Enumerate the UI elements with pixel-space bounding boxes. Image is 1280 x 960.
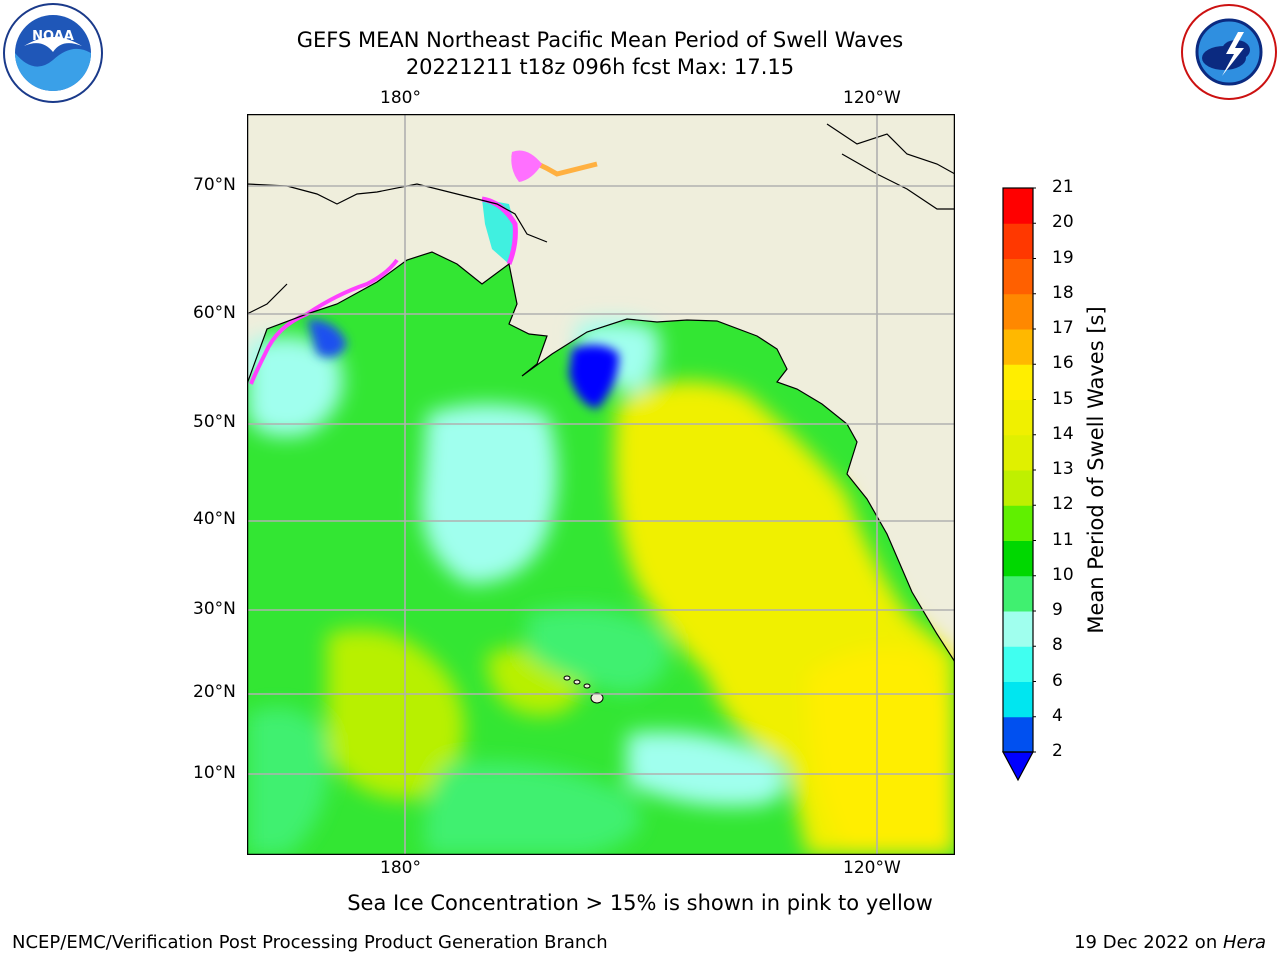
lon-label-top-120w: 120°W [843,88,901,108]
noaa-logo-text: NOAA [32,29,74,44]
lat-label-60n: 60°N [193,303,236,323]
graticule [247,114,955,855]
colorbar-label: Mean Period of Swell Waves [s] [1084,306,1108,634]
colorbar-tick-label: 14 [1052,423,1074,444]
colorbar-segment [1003,505,1033,541]
colorbar-segment [1003,470,1033,506]
lat-label-20n: 20°N [193,682,236,702]
lat-label-30n: 30°N [193,599,236,619]
colorbar-segment [1003,188,1033,224]
colorbar-segment [1003,364,1033,400]
footer-date: 19 Dec 2022 on Hera [1074,932,1266,953]
map-subtitle: 20221211 t18z 096h fcst Max: 17.15 [405,55,795,79]
colorbar-tick-label: 21 [1052,177,1074,197]
colorbar-tick-label: 17 [1052,318,1074,338]
nws-logo-icon [1181,4,1277,100]
colorbar-tick-label: 15 [1052,388,1074,409]
hawaii-islands [563,675,604,704]
colorbar [1001,187,1036,782]
sea-ice-note: Sea Ice Concentration > 15% is shown in … [347,891,933,915]
colorbar-tick-label: 18 [1052,282,1074,303]
colorbar-tick-label: 4 [1052,705,1063,726]
colorbar-segment [1003,646,1033,682]
coastlines [247,123,955,663]
lat-label-70n: 70°N [193,175,236,195]
colorbar-tick-label: 8 [1052,635,1063,656]
colorbar-tick-label: 10 [1052,564,1074,585]
lon-label-top-180: 180° [380,88,421,108]
ocean-field [247,252,955,855]
colorbar-under-arrow [1001,751,1035,782]
colorbar-tick-label: 13 [1052,459,1074,479]
colorbar-segment [1003,399,1033,436]
colorbar-segment [1003,575,1033,612]
colorbar-tick-label: 11 [1052,529,1074,550]
colorbar-segment [1003,258,1033,295]
lat-label-50n: 50°N [193,412,236,432]
colorbar-tick-label: 16 [1052,353,1074,374]
colorbar-segment [1003,434,1033,471]
colorbar-segment [1003,329,1033,365]
colorbar-segment [1003,540,1033,577]
footer-date-text: 19 Dec 2022 on [1074,932,1223,953]
map-title: GEFS MEAN Northeast Pacific Mean Period … [296,28,904,52]
lon-label-bottom-180: 180° [380,858,421,878]
map-panel [247,114,955,855]
colorbar-tick-label: 9 [1052,600,1063,620]
colorbar-tick-label: 12 [1052,494,1074,515]
colorbar-tick-label: 2 [1052,741,1063,761]
noaa-logo-icon: NOAA [3,3,103,103]
footer-machine: Hera [1222,932,1266,953]
colorbar-segment [1003,293,1033,330]
colorbar-segment [1003,716,1033,753]
footer-branch: NCEP/EMC/Verification Post Processing Pr… [12,932,608,953]
colorbar-segment [1003,223,1033,259]
colorbar-segment [1003,611,1033,647]
lon-label-bottom-120w: 120°W [843,858,901,878]
lat-label-10n: 10°N [193,763,236,783]
lat-label-40n: 40°N [193,509,236,529]
colorbar-tick-label: 6 [1052,670,1063,691]
colorbar-tick-label: 19 [1052,247,1074,268]
colorbar-segment [1003,681,1033,718]
colorbar-tick-label: 20 [1052,212,1074,233]
